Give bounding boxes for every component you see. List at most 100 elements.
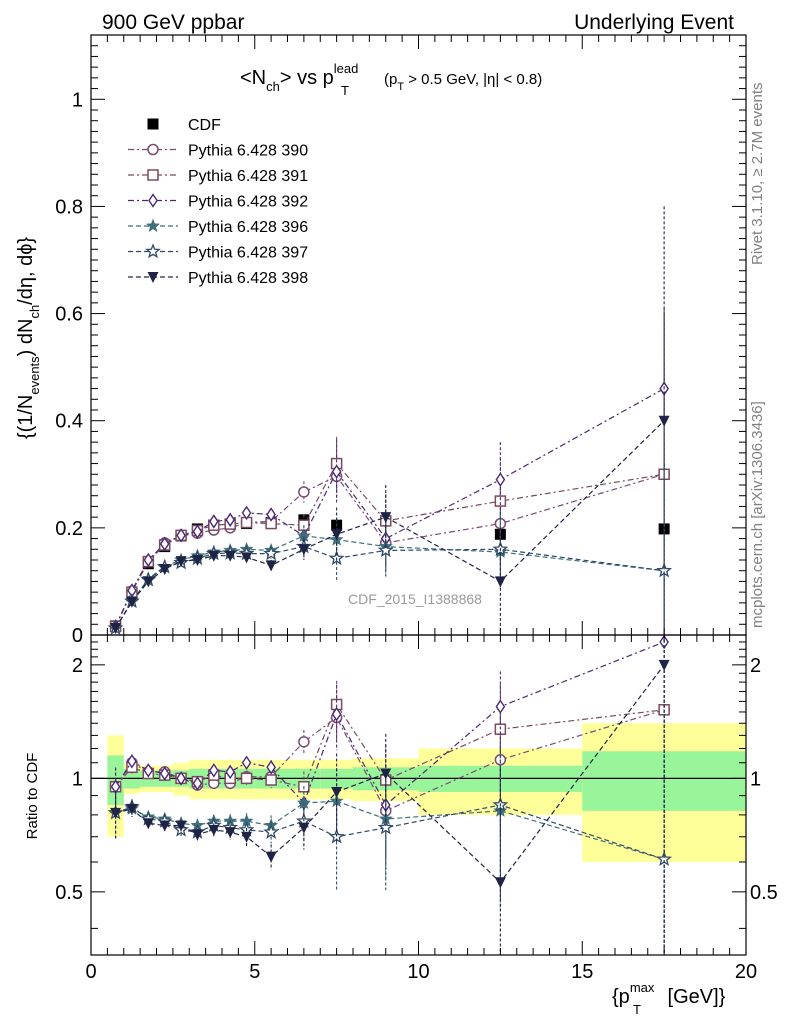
ratio-y-tick-label-right: 2	[750, 655, 761, 677]
ratio-point	[240, 772, 253, 785]
legend-item: Pythia 6.428 391	[128, 168, 308, 185]
legend-item: Pythia 6.428 396	[128, 218, 308, 236]
data-point	[126, 596, 138, 608]
legend-item: Pythia 6.428 392	[128, 193, 308, 211]
legend: CDF Pythia 6.428 390 Pythia 6.428 391 Pythi…	[128, 117, 308, 287]
y-tick-label: 0.6	[55, 304, 83, 326]
data-point	[159, 536, 170, 552]
ratio-y-tick-label-right: 0.5	[750, 882, 778, 904]
ratio-y-tick-label: 0.5	[55, 882, 83, 904]
data-point	[241, 552, 253, 564]
x-tick-label: 0	[85, 961, 96, 983]
x-axis-label: {pmax T [GeV]}	[612, 980, 726, 1017]
legend-item: Pythia 6.428 397	[128, 243, 308, 262]
legend-item: Pythia 6.428 398	[128, 270, 308, 287]
series-398	[110, 206, 670, 635]
ratio-point	[241, 831, 253, 843]
series-392	[110, 308, 669, 634]
ratio-panel-series	[107, 634, 673, 955]
header-left-label: 900 GeV ppbar	[102, 11, 244, 34]
legend-marker	[148, 193, 158, 208]
ratio-point	[192, 776, 203, 791]
ratio-point	[208, 824, 220, 836]
data-point	[377, 542, 394, 558]
header-right-label: Underlying Event	[574, 11, 734, 34]
data-point	[494, 576, 506, 588]
data-point	[143, 552, 154, 568]
ratio-point	[377, 819, 394, 835]
ratio-uncertainty-bands	[107, 723, 746, 862]
series-397	[107, 463, 673, 635]
ratio-point	[298, 822, 310, 834]
legend-item: Pythia 6.428 390	[128, 143, 308, 160]
ratio-point	[224, 827, 236, 839]
legend-marker	[147, 118, 159, 130]
ratio-point	[127, 754, 137, 769]
legend-label: Pythia 6.428 390	[188, 143, 308, 160]
legend-marker	[146, 218, 160, 232]
xlabel-open: {p	[612, 986, 630, 1008]
legend-label: Pythia 6.428 398	[188, 270, 308, 287]
title-base-sub: ch	[266, 79, 280, 94]
legend-marker	[145, 243, 161, 259]
ratio-point	[142, 818, 154, 830]
data-point	[176, 528, 186, 543]
y-tick-label: 0	[72, 625, 83, 647]
title-mid: > vs p	[280, 67, 334, 89]
xlabel-sup: max	[630, 980, 655, 995]
data-point	[224, 550, 236, 562]
ratio-y-axis-label: Ratio to CDF	[24, 753, 41, 840]
title-cut-rest: > 0.5 GeV, |η| < 0.8)	[404, 71, 542, 88]
ratio-point	[191, 829, 203, 841]
y-tick-label: 0.2	[55, 518, 83, 540]
ratio-y-tick-label: 1	[72, 768, 83, 790]
ratio-point	[380, 768, 392, 780]
ratio-line	[115, 641, 665, 806]
ratio-point	[225, 764, 236, 780]
legend-item: CDF	[147, 117, 221, 134]
title-cut-sub: T	[397, 81, 404, 93]
title-base: <N	[240, 67, 266, 89]
data-point	[110, 623, 122, 635]
axis-ticks: 0 5 10 15 20 0 0.2 0.4 0.6 0.8 1 0.5 0.5 1 1 2 2	[55, 35, 778, 983]
legend-label: Pythia 6.428 392	[188, 194, 308, 211]
ratio-point	[176, 771, 186, 786]
xlabel-sub: T	[633, 1002, 641, 1017]
ratio-point	[175, 820, 187, 832]
data-point	[159, 564, 171, 576]
data-point	[175, 556, 187, 568]
ylabel-part2: ) dN	[15, 319, 37, 357]
data-point	[192, 524, 203, 539]
data-point	[265, 560, 277, 572]
rivet-version-label: Rivet 3.1.10, ≥ 2.7M events	[749, 83, 766, 266]
ratio-point	[266, 760, 276, 775]
legend-label: Pythia 6.428 396	[188, 219, 308, 236]
ratio-point	[494, 877, 506, 889]
y-tick-label: 0.8	[55, 196, 83, 218]
mcplots-label: mcplots.cern.ch [arXiv:1306.3436]	[749, 401, 766, 628]
data-point	[191, 555, 203, 566]
data-point	[658, 415, 670, 427]
ratio-point	[159, 766, 170, 781]
series-391	[109, 313, 670, 635]
ratio-point	[126, 803, 138, 815]
data-point	[208, 514, 219, 529]
data-point	[494, 495, 507, 507]
ratio-point	[110, 807, 122, 819]
title-mid-sub: T	[341, 83, 349, 98]
main-panel-series	[107, 206, 673, 635]
legend-marker	[147, 272, 159, 283]
legend-label: Pythia 6.428 397	[188, 245, 308, 262]
ratio-point	[265, 851, 277, 863]
x-tick-label: 15	[571, 961, 593, 983]
legend-marker	[147, 169, 159, 181]
data-point	[241, 505, 252, 521]
ratio-point	[265, 774, 277, 786]
x-tick-label: 5	[249, 961, 260, 983]
data-point	[263, 545, 280, 561]
legend-marker	[147, 143, 159, 156]
analysis-watermark: CDF_2015_I1388868	[348, 591, 482, 607]
ratio-point	[263, 823, 280, 839]
ratio-point	[331, 706, 342, 722]
